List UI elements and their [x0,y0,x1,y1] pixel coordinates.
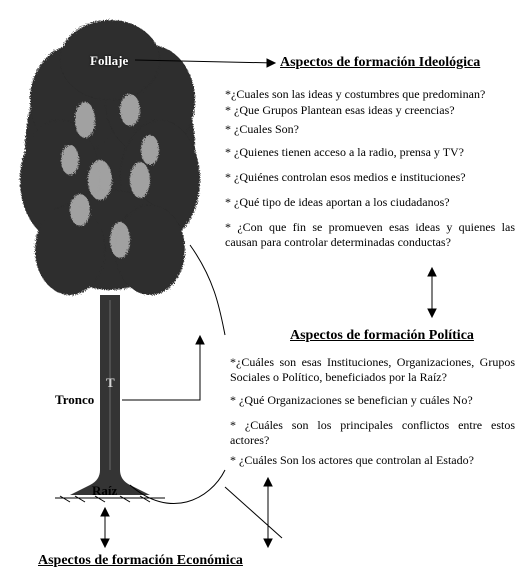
heading-ideologica: Aspectos de formación Ideológica [280,55,480,71]
q-ideologica-6: * ¿Qué tipo de ideas aportan a los ciuda… [225,195,515,210]
q-ideologica-3: * ¿Cuales Son? [225,122,515,137]
q-ideologica-5: * ¿Quiénes controlan esos medios e insti… [225,170,515,185]
q-ideologica-2: * ¿Que Grupos Plantean esas ideas y cree… [225,103,515,118]
heading-politica: Aspectos de formación Política [290,328,474,344]
diagram-canvas: Follaje T Tronco Raíz Aspectos de formac… [0,0,526,579]
label-tronco: Tronco [55,392,94,408]
q-politica-4: * ¿Cuáles Son los actores que controlan … [230,453,515,468]
q-ideologica-4: * ¿Quienes tienen acceso a la radio, pre… [225,145,515,160]
label-tronco-letter: T [106,375,115,391]
q-ideologica-1: *¿Cuales son las ideas y costumbres que … [225,87,515,102]
label-raiz: Raíz [92,483,117,499]
q-ideologica-7: * ¿Con que fin se promueven esas ideas y… [225,220,515,250]
heading-economica: Aspectos de formación Económica [38,553,243,569]
label-follaje: Follaje [90,53,128,69]
q-politica-1: *¿Cuáles son esas Instituciones, Organiz… [230,355,515,385]
q-politica-3: * ¿Cuáles son los principales conflictos… [230,418,515,448]
q-politica-2: * ¿Qué Organizaciones se benefician y cu… [230,393,515,408]
